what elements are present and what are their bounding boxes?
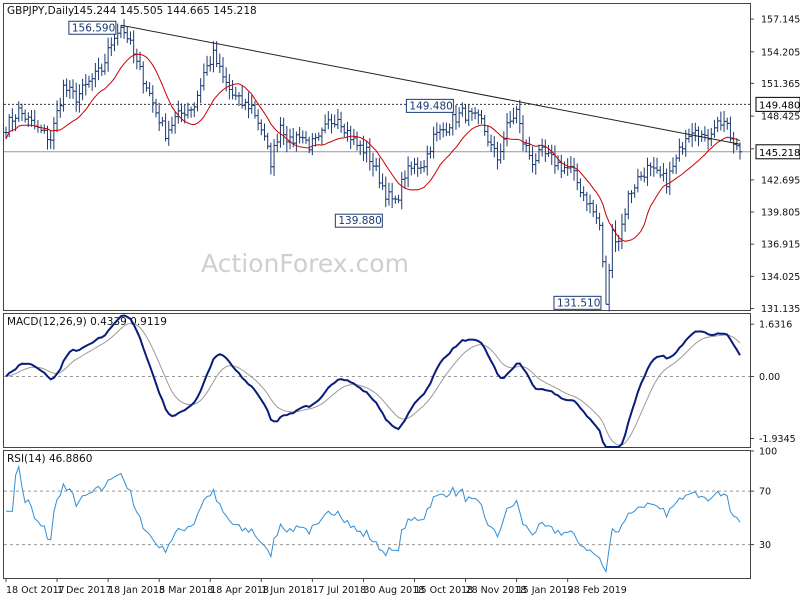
price-ytick-label: 134.025: [761, 272, 800, 283]
current-price-label-text: 145.218: [759, 148, 800, 159]
xtick-label: 1 Jun 2018: [261, 585, 312, 596]
price-y-axis: 157.145154.205151.365148.425145.485142.6…: [750, 15, 800, 315]
watermark: ActionForex.com: [201, 249, 409, 278]
rsi-line: [6, 464, 741, 573]
resistance-price-label: 149.480: [755, 96, 800, 112]
price-ytick-label: 157.145: [761, 15, 800, 26]
rsi-panel-frame: [3, 450, 751, 579]
price-ytick-label: 154.205: [761, 47, 800, 58]
price-annotation: 149.480: [405, 98, 454, 113]
price-annotations: 156.590 139.880 149.480 131.510 149.480 145.2…: [68, 20, 800, 310]
price-bar: [738, 142, 742, 160]
macd-y-axis: 1.6316 0.00 -1.9345: [750, 320, 796, 445]
resistance-price-label-text: 149.480: [759, 100, 800, 111]
macd-ytick-label: -1.9345: [759, 434, 796, 445]
price-marks: [4, 19, 750, 312]
rsi-ytick-label: 70: [759, 487, 771, 498]
price-ytick-label: 136.915: [761, 240, 800, 251]
rsi-panel-title: RSI(14) 46.8860: [7, 453, 92, 465]
price-annotation: 156.590: [68, 20, 117, 35]
resistance-price-label-box: [755, 96, 800, 112]
moving-average-line: [5, 53, 741, 242]
macd-panel: MACD(12,26,9) 0.4339 0.9119 1.6316 0.00 -1…: [3, 313, 796, 448]
macd-marks: [4, 314, 750, 448]
price-ytick-label: 139.805: [761, 208, 800, 219]
ohlc-readout: 145.244 145.505 144.665 145.218: [73, 5, 257, 17]
xtick-label: 18 Oct 2017: [6, 585, 65, 596]
annotation-box: [405, 98, 454, 113]
macd-ytick-label: 0.00: [759, 372, 780, 383]
price-annotation: 131.510: [553, 295, 602, 310]
macd-panel-frame: [3, 313, 751, 448]
price-ytick-label: 142.695: [761, 175, 800, 186]
price-ytick-label: 151.365: [761, 79, 800, 90]
price-panel-frame: [3, 3, 751, 311]
annotation-box: [553, 295, 602, 310]
rsi-panel: RSI(14) 46.8860 100 70 30: [3, 447, 777, 579]
xtick-label: 18 Jan 2018: [108, 585, 165, 596]
macd-signal-line: [5, 322, 741, 446]
rsi-y-axis: 100 70 30: [750, 447, 777, 551]
macd-panel-title: MACD(12,26,9) 0.4339 0.9119: [7, 316, 167, 328]
price-panel-title: GBPJPY,Daily: [7, 5, 74, 17]
annotation-label: 139.880: [338, 215, 381, 227]
macd-line: [5, 314, 741, 448]
annotation-label: 149.480: [409, 100, 452, 112]
annotation-box: [334, 213, 383, 228]
current-price-label: 145.218: [755, 144, 800, 160]
price-annotation: 139.880: [334, 213, 383, 228]
price-ytick-label: 131.135: [761, 304, 800, 315]
macd-ytick-label: 1.6316: [759, 320, 792, 331]
xtick-label: 15 Oct 2018: [414, 585, 473, 596]
current-price-label-box: [755, 144, 800, 160]
price-panel: GBPJPY,Daily 145.244 145.505 144.665 145…: [3, 3, 800, 315]
xtick-label: 28 Nov 2018: [466, 585, 527, 596]
xtick-label: 15 Jan 2019: [517, 585, 574, 596]
xtick-label: 5 Mar 2018: [159, 585, 213, 596]
xtick-label: 30 Aug 2018: [363, 585, 424, 596]
annotation-label: 131.510: [557, 297, 600, 309]
trendline: [120, 24, 741, 145]
xtick-label: 28 Feb 2019: [568, 585, 627, 596]
annotation-label: 156.590: [72, 22, 115, 34]
annotation-box: [68, 20, 117, 35]
xtick-label: 1 Dec 2017: [57, 585, 112, 596]
rsi-ytick-label: 30: [759, 540, 771, 551]
xtick-label: 18 Apr 2018: [210, 585, 269, 596]
rsi-marks: [4, 464, 750, 573]
price-ytick-label: 148.425: [761, 112, 800, 123]
xtick-label: 17 Jul 2018: [312, 585, 366, 596]
rsi-ytick-label: 100: [759, 447, 777, 458]
